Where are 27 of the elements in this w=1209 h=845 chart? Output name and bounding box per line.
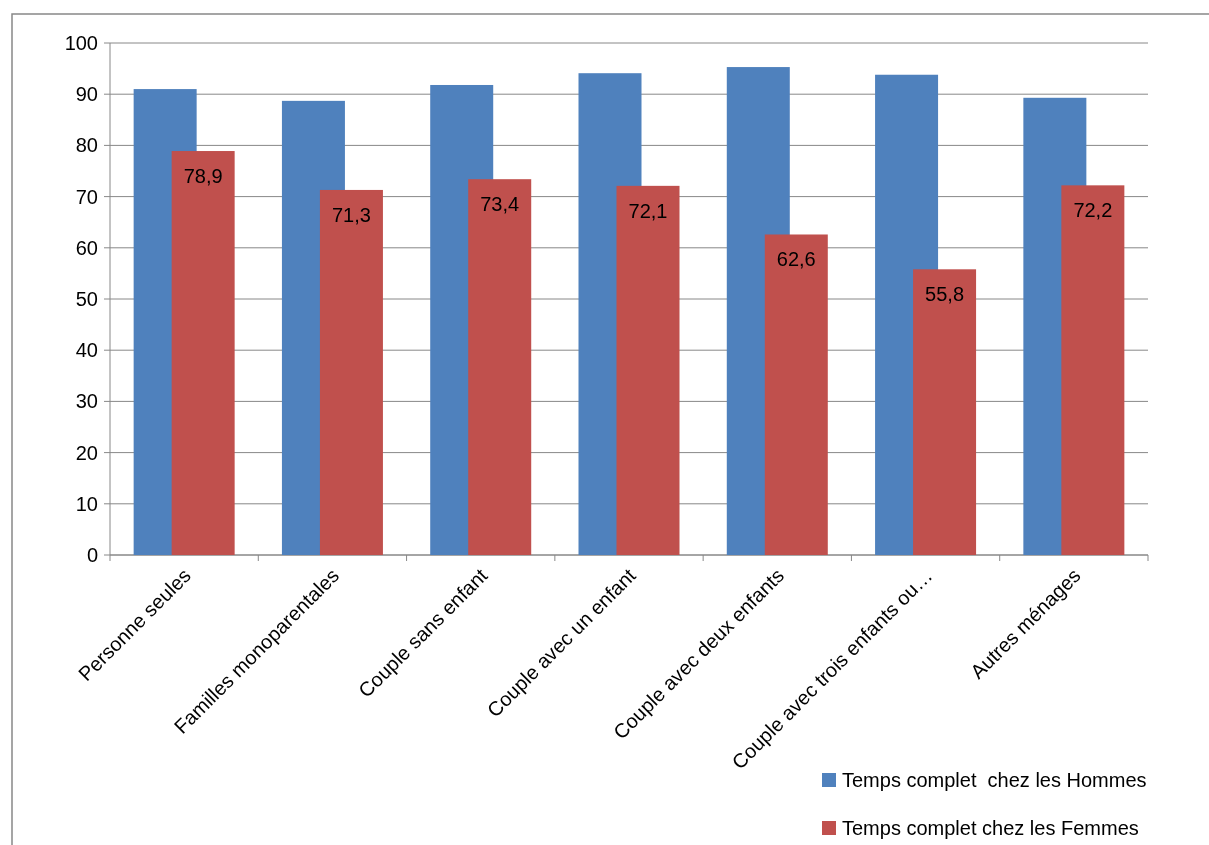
data-label: 71,3 <box>331 203 371 226</box>
y-tick-label: 100 <box>64 32 98 54</box>
bar <box>319 189 383 555</box>
bar <box>468 179 532 555</box>
data-label: 62,6 <box>776 248 816 271</box>
bar <box>1061 185 1125 555</box>
y-tick-label: 20 <box>75 441 98 464</box>
data-label: 55,8 <box>925 283 965 306</box>
data-label: 72,2 <box>1073 199 1113 222</box>
bar <box>764 234 828 555</box>
y-tick-label: 10 <box>75 492 98 515</box>
data-label: 73,4 <box>480 193 520 216</box>
legend-label: Temps complet chez les Femmes <box>842 817 1139 839</box>
y-tick-label: 90 <box>75 83 98 106</box>
legend-label: Temps complet chez les Hommes <box>842 769 1147 791</box>
data-label: 78,9 <box>183 165 223 188</box>
bar <box>171 151 235 555</box>
data-label: 72,1 <box>628 199 668 222</box>
bar <box>913 269 977 555</box>
y-tick-label: 80 <box>75 134 98 157</box>
y-tick-label: 40 <box>75 339 98 362</box>
y-tick-label: 60 <box>75 236 98 259</box>
y-tick-label: 30 <box>75 390 98 413</box>
y-tick-label: 50 <box>75 288 98 310</box>
y-tick-label: 70 <box>75 185 98 208</box>
bar <box>616 185 680 555</box>
y-tick-label: 0 <box>86 544 98 566</box>
